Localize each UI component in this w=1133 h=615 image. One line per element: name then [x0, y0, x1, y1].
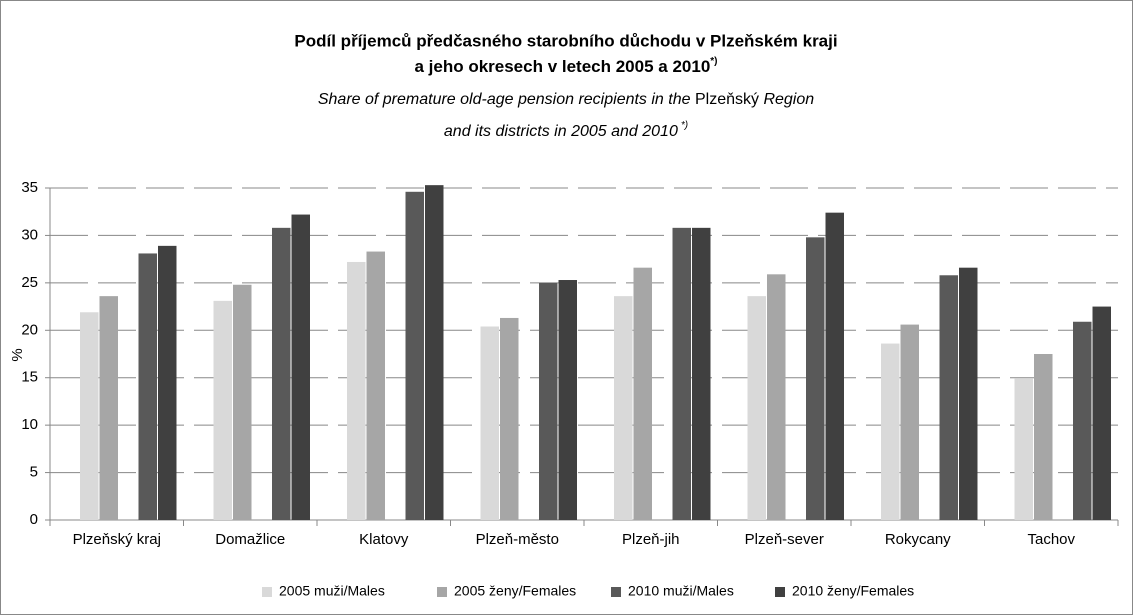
y-tick-label: 35	[21, 179, 38, 196]
subtitle-note: *)	[681, 120, 688, 131]
y-tick-label: 20	[21, 321, 38, 338]
bar	[825, 212, 844, 521]
bar	[405, 191, 424, 520]
legend-label: 2005 ženy/Females	[454, 583, 576, 599]
bar	[1034, 354, 1053, 520]
bar	[747, 296, 766, 520]
bar	[959, 267, 978, 520]
bar	[881, 343, 900, 520]
chart-title: Podíl příjemců předčasného starobního dů…	[294, 31, 837, 50]
y-axis-label: %	[9, 348, 26, 361]
bar	[1073, 321, 1092, 520]
legend-swatch	[437, 587, 447, 597]
bar	[425, 185, 444, 520]
title-line: a jeho okresech v letech 2005 a 2010	[414, 57, 710, 76]
y-tick-label: 5	[30, 464, 38, 481]
bar	[633, 267, 652, 520]
y-tick-label: 25	[21, 274, 38, 291]
bar	[347, 261, 366, 520]
legend-swatch	[775, 587, 785, 597]
bar	[500, 317, 519, 520]
y-tick-label: 10	[21, 416, 38, 433]
x-tick-label: Klatovy	[359, 531, 409, 548]
y-tick-label: 15	[21, 369, 38, 386]
chart-subtitle: and its districts in 2005 and 2010 *)	[444, 120, 688, 141]
x-tick-label: Plzeň-město	[476, 531, 559, 548]
bar	[158, 245, 177, 520]
x-tick-label: Rokycany	[885, 531, 951, 548]
bar	[1092, 306, 1111, 520]
y-tick-label: 30	[21, 226, 38, 243]
subtitle-part: and its districts in 2005 and 2010	[444, 123, 678, 140]
y-tick-label: 0	[30, 511, 38, 528]
x-tick-label: Plzeňský kraj	[73, 531, 161, 548]
bar	[806, 237, 825, 520]
x-tick-label: Tachov	[1027, 531, 1075, 548]
legend-label: 2005 muži/Males	[279, 583, 385, 599]
subtitle-part: Share of premature old-age pension recip…	[318, 91, 695, 108]
chart-subtitle: Share of premature old-age pension recip…	[318, 91, 814, 108]
bar	[939, 275, 958, 520]
bar	[366, 251, 385, 520]
bar	[233, 284, 252, 520]
bar	[900, 324, 919, 520]
bar	[614, 296, 633, 520]
bar	[213, 300, 232, 520]
bar	[692, 227, 711, 520]
bar	[291, 214, 310, 520]
title-note: *)	[710, 56, 717, 67]
chart-title: a jeho okresech v letech 2005 a 2010*)	[414, 56, 717, 77]
legend-swatch	[611, 587, 621, 597]
subtitle-part: Region	[759, 91, 814, 108]
legend-label: 2010 ženy/Females	[792, 583, 914, 599]
legend-label: 2010 muži/Males	[628, 583, 734, 599]
bar	[99, 296, 118, 520]
bar	[480, 326, 499, 520]
x-tick-label: Plzeň-jih	[622, 531, 680, 548]
x-tick-label: Plzeň-sever	[745, 531, 824, 548]
bar	[138, 253, 157, 521]
bar	[558, 280, 577, 520]
bar	[80, 312, 99, 520]
bar	[672, 227, 691, 520]
bar	[272, 227, 291, 520]
bar	[1014, 378, 1033, 520]
legend-swatch	[262, 587, 272, 597]
x-tick-label: Domažlice	[215, 531, 285, 548]
bar	[539, 282, 558, 520]
bar	[767, 274, 786, 520]
subtitle-part: Plzeňský	[695, 91, 759, 108]
